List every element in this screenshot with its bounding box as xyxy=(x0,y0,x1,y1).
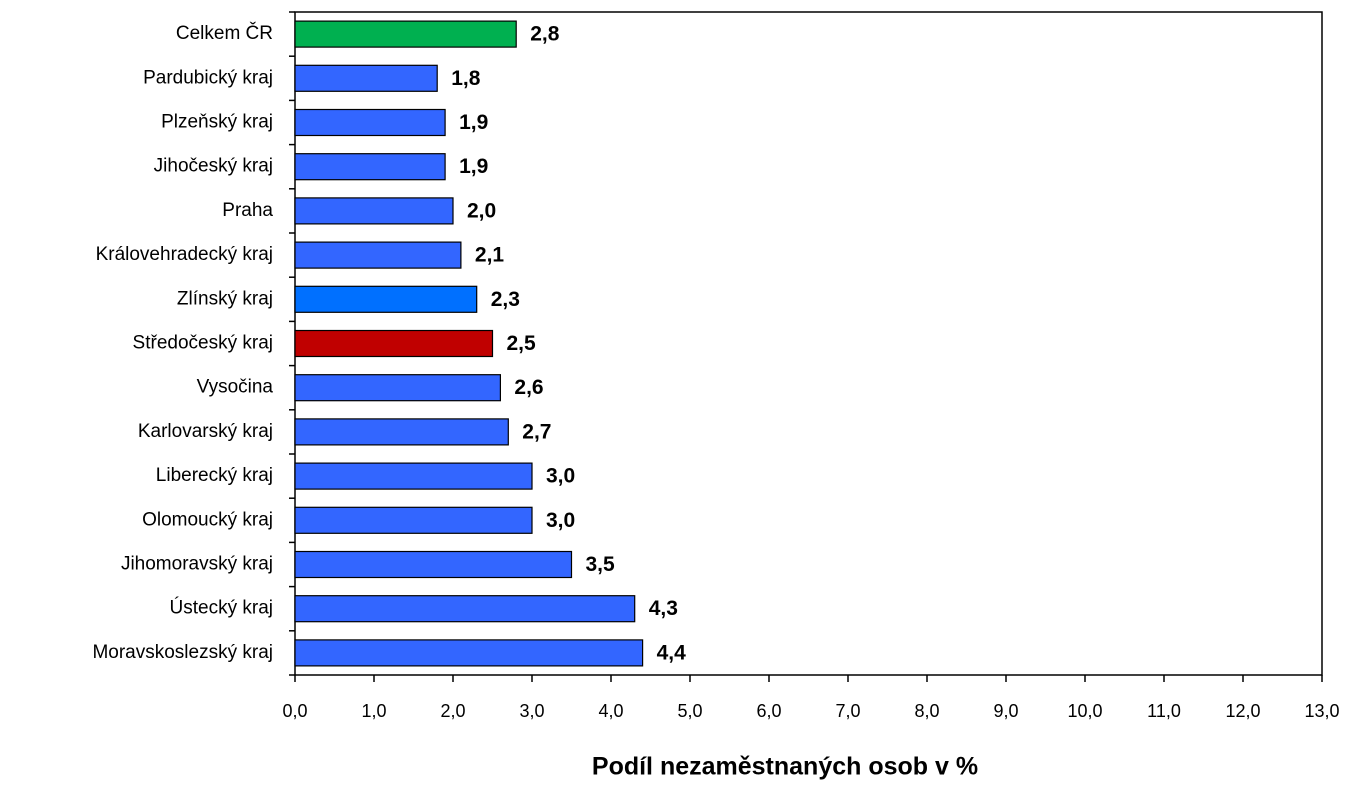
x-tick-label: 6,0 xyxy=(756,701,781,721)
bar xyxy=(294,639,644,667)
y-tick-label: Plzeňský kraj xyxy=(161,112,273,133)
y-tick-label: Jihomoravský kraj xyxy=(121,554,273,575)
y-tick-label: Praha xyxy=(222,200,273,221)
y-tick-label: Pardubický kraj xyxy=(143,67,273,88)
value-label: 2,3 xyxy=(491,288,520,311)
bar xyxy=(294,329,494,358)
x-tick-label: 10,0 xyxy=(1067,701,1102,721)
y-tick-label: Ústecký kraj xyxy=(170,597,273,619)
value-label: 1,9 xyxy=(459,111,488,134)
x-tick-label: 0,0 xyxy=(282,701,307,721)
bar xyxy=(294,20,517,48)
bar xyxy=(294,285,478,313)
bar xyxy=(294,462,533,490)
y-tick-label: Vysočina xyxy=(197,377,274,398)
value-label: 1,8 xyxy=(451,67,481,90)
value-label: 2,1 xyxy=(475,244,505,267)
x-tick-label: 9,0 xyxy=(993,701,1018,721)
bar xyxy=(294,374,501,402)
x-tick-label: 12,0 xyxy=(1225,701,1260,721)
bar xyxy=(294,550,573,579)
x-tick-label: 13,0 xyxy=(1304,701,1339,721)
y-tick-label: Královehradecký kraj xyxy=(96,244,273,265)
bar xyxy=(294,64,438,92)
bar xyxy=(294,595,636,623)
value-label: 4,3 xyxy=(649,597,678,620)
value-label: 2,6 xyxy=(514,376,543,399)
value-label: 2,0 xyxy=(467,199,496,222)
value-label: 3,0 xyxy=(546,509,575,532)
bar xyxy=(294,241,462,269)
y-tick-label: Zlínský kraj xyxy=(177,288,273,309)
y-tick-label: Celkem ČR xyxy=(176,22,273,44)
y-tick-label: Karlovarský kraj xyxy=(138,421,273,442)
bar xyxy=(294,108,446,137)
y-tick-label: Jihočeský kraj xyxy=(154,156,273,177)
x-axis-title: Podíl nezaměstnaných osob v % xyxy=(592,753,978,781)
value-label: 2,5 xyxy=(507,332,537,355)
x-tick-label: 5,0 xyxy=(677,701,702,721)
y-tick-label: Olomoucký kraj xyxy=(142,509,273,530)
bar xyxy=(294,153,446,181)
x-tick-label: 8,0 xyxy=(914,701,939,721)
bar xyxy=(294,506,533,534)
value-label: 2,8 xyxy=(530,23,560,46)
x-tick-label: 3,0 xyxy=(519,701,544,721)
x-tick-label: 1,0 xyxy=(361,701,386,721)
value-label: 3,0 xyxy=(546,465,575,488)
value-label: 3,5 xyxy=(586,553,616,576)
bar xyxy=(294,197,454,225)
value-label: 2,7 xyxy=(522,420,551,443)
value-label: 4,4 xyxy=(657,641,687,664)
bar xyxy=(294,418,509,446)
x-tick-label: 4,0 xyxy=(598,701,623,721)
value-label: 1,9 xyxy=(459,155,488,178)
x-tick-label: 2,0 xyxy=(440,701,465,721)
y-tick-label: Moravskoslezský kraj xyxy=(92,642,273,663)
y-tick-label: Liberecký kraj xyxy=(156,465,273,486)
y-tick-label: Středočeský kraj xyxy=(133,333,273,354)
x-tick-label: 11,0 xyxy=(1147,701,1181,721)
x-tick-label: 7,0 xyxy=(835,701,860,721)
